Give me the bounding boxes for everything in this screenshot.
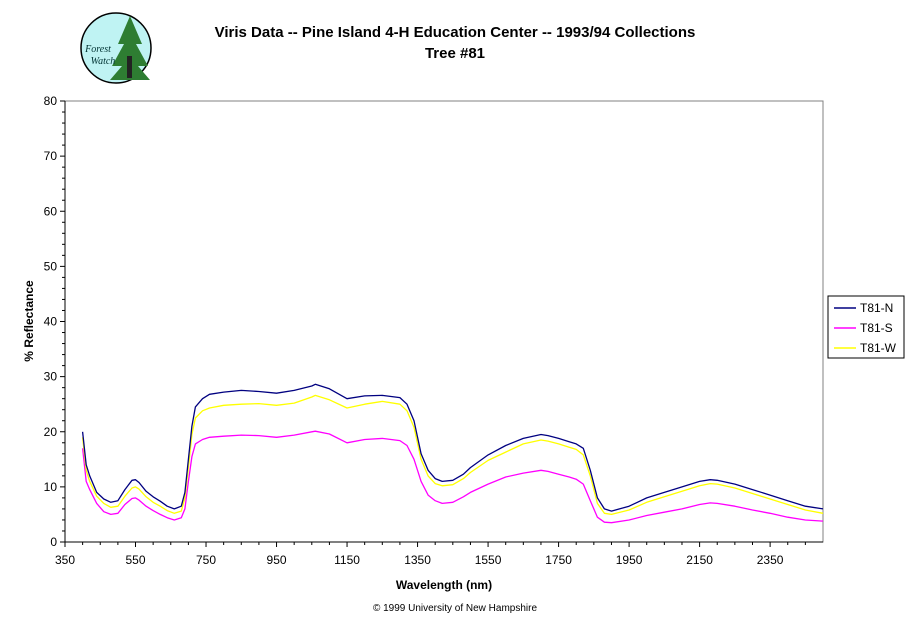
y-tick-label: 20 (44, 425, 58, 439)
x-tick-label: 1950 (616, 553, 643, 567)
legend: T81-N T81-S T81-W (827, 295, 905, 359)
logo-text-watch: Watch (91, 56, 116, 67)
series-line-t81-n (81, 383, 824, 512)
x-tick-label: 1350 (404, 553, 431, 567)
legend-label: T81-W (860, 341, 897, 355)
y-tick-label: 0 (50, 535, 57, 549)
x-tick-label: 1750 (545, 553, 572, 567)
y-axis-label: % Reflectance (22, 280, 36, 362)
series-lines (81, 383, 824, 524)
x-tick-label: 750 (196, 553, 216, 567)
series-line-t81-w (81, 394, 824, 516)
x-axis-label: Wavelength (nm) (396, 578, 492, 592)
x-tick-label: 950 (267, 553, 287, 567)
x-ticks: 350 550 750 950 1150 1350 1550 1750 1950 2150 2350 (55, 542, 806, 567)
y-tick-label: 30 (44, 370, 58, 384)
forest-watch-logo: Forest Watch (80, 12, 152, 84)
x-tick-label: 550 (125, 553, 145, 567)
y-tick-label: 70 (44, 149, 58, 163)
legend-label: T81-N (860, 301, 893, 315)
chart-title: Viris Data -- Pine Island 4-H Education … (215, 24, 696, 41)
logo-text-forest: Forest (84, 44, 111, 55)
copyright-notice: © 1999 University of New Hampshire (373, 603, 538, 614)
plot-area (64, 100, 824, 543)
x-tick-label: 350 (55, 553, 75, 567)
y-ticks: 0 10 20 30 40 50 60 70 80 (44, 94, 65, 549)
series-line-t81-s (81, 430, 824, 524)
y-tick-label: 60 (44, 204, 58, 218)
legend-label: T81-S (860, 321, 893, 335)
y-tick-label: 40 (44, 315, 58, 329)
x-tick-label: 1150 (334, 553, 360, 567)
y-tick-label: 80 (44, 94, 58, 108)
x-tick-label: 2150 (686, 553, 713, 567)
x-tick-label: 2350 (757, 553, 784, 567)
y-tick-label: 50 (44, 259, 58, 273)
y-tick-label: 10 (44, 480, 58, 494)
x-tick-label: 1550 (475, 553, 502, 567)
chart-subtitle: Tree #81 (425, 45, 485, 62)
